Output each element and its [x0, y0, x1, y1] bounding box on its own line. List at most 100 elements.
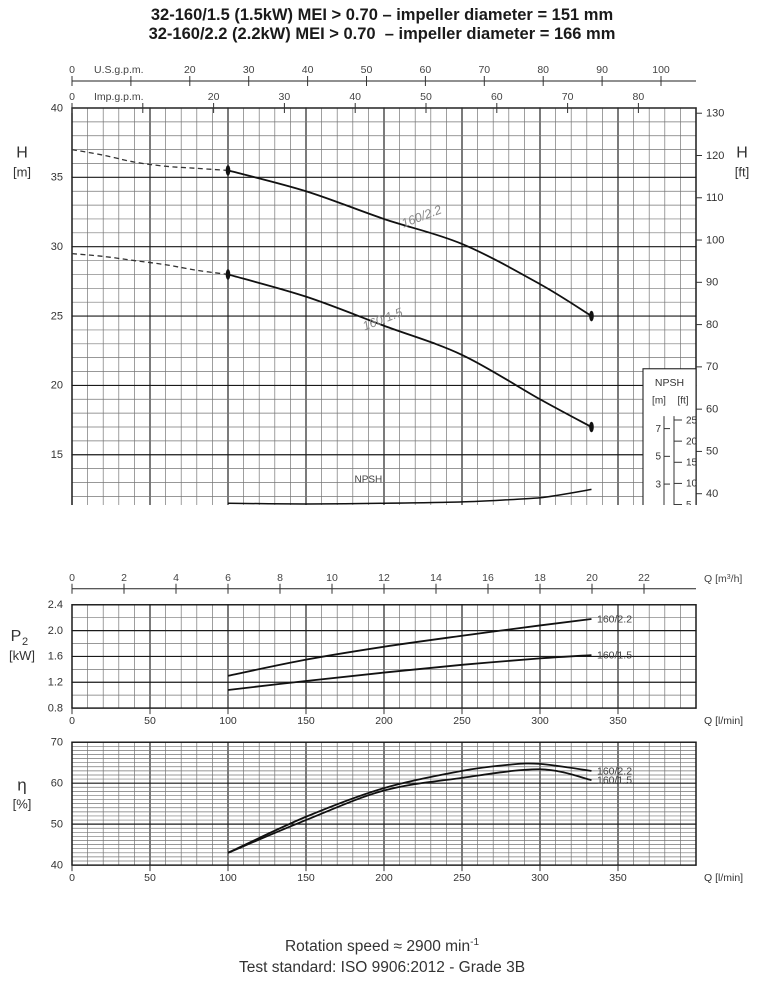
- svg-text:0: 0: [69, 715, 75, 727]
- svg-text:100: 100: [219, 715, 237, 727]
- svg-text:30: 30: [51, 241, 63, 253]
- svg-text:[%]: [%]: [13, 796, 32, 811]
- svg-text:30: 30: [243, 64, 255, 76]
- svg-text:0: 0: [69, 91, 75, 103]
- svg-text:100: 100: [652, 64, 670, 76]
- svg-text:40: 40: [51, 102, 63, 114]
- svg-text:30: 30: [279, 91, 291, 103]
- svg-text:60: 60: [51, 777, 63, 789]
- svg-text:150: 150: [297, 872, 315, 884]
- svg-text:[m]: [m]: [652, 395, 666, 406]
- svg-text:[m]: [m]: [13, 164, 31, 179]
- svg-text:10: 10: [686, 479, 698, 490]
- svg-text:η: η: [17, 775, 26, 794]
- svg-text:22: 22: [638, 572, 650, 584]
- svg-text:[kW]: [kW]: [9, 648, 35, 663]
- svg-text:50: 50: [51, 818, 63, 830]
- svg-text:20: 20: [686, 436, 698, 447]
- svg-text:350: 350: [609, 715, 627, 727]
- svg-text:50: 50: [144, 715, 156, 727]
- svg-text:3: 3: [655, 479, 661, 490]
- svg-text:40: 40: [706, 488, 718, 500]
- svg-text:110: 110: [706, 192, 724, 204]
- svg-text:U.S.g.p.m.: U.S.g.p.m.: [94, 64, 144, 76]
- svg-text:40: 40: [302, 64, 314, 76]
- svg-text:8: 8: [277, 572, 283, 584]
- svg-text:50: 50: [144, 872, 156, 884]
- svg-text:160/1.5: 160/1.5: [361, 305, 405, 333]
- svg-text:2.4: 2.4: [48, 599, 63, 611]
- svg-text:15: 15: [686, 458, 698, 469]
- svg-text:70: 70: [706, 361, 718, 373]
- svg-text:60: 60: [420, 64, 432, 76]
- svg-text:200: 200: [375, 715, 393, 727]
- svg-text:18: 18: [534, 572, 546, 584]
- svg-text:25: 25: [51, 310, 63, 322]
- svg-text:150: 150: [297, 715, 315, 727]
- svg-text:20: 20: [586, 572, 598, 584]
- svg-text:2.0: 2.0: [48, 625, 63, 637]
- svg-text:Q [l/min]: Q [l/min]: [704, 872, 743, 884]
- svg-text:300: 300: [531, 715, 549, 727]
- svg-text:25: 25: [686, 415, 698, 426]
- svg-text:4: 4: [173, 572, 179, 584]
- svg-text:90: 90: [706, 277, 718, 289]
- svg-text:300: 300: [531, 872, 549, 884]
- svg-text:100: 100: [219, 872, 237, 884]
- svg-text:80: 80: [537, 64, 549, 76]
- svg-text:20: 20: [51, 380, 63, 392]
- svg-text:0: 0: [69, 572, 75, 584]
- svg-text:0.8: 0.8: [48, 702, 63, 714]
- svg-text:70: 70: [51, 737, 63, 749]
- svg-text:Imp.g.p.m.: Imp.g.p.m.: [94, 91, 144, 103]
- svg-text:35: 35: [51, 172, 63, 184]
- svg-text:350: 350: [609, 872, 627, 884]
- svg-text:40: 40: [349, 91, 361, 103]
- svg-text:[ft]: [ft]: [677, 395, 688, 406]
- svg-text:120: 120: [706, 150, 724, 162]
- svg-text:[ft]: [ft]: [735, 164, 749, 179]
- svg-text:NPSH: NPSH: [655, 377, 684, 389]
- svg-text:P: P: [11, 628, 22, 645]
- svg-text:5: 5: [655, 452, 661, 463]
- svg-text:0: 0: [69, 64, 75, 76]
- svg-text:40: 40: [51, 859, 63, 871]
- svg-text:250: 250: [453, 715, 471, 727]
- svg-text:160/1.5: 160/1.5: [597, 650, 632, 662]
- svg-text:14: 14: [430, 572, 442, 584]
- svg-text:7: 7: [655, 424, 661, 435]
- svg-text:80: 80: [633, 91, 645, 103]
- svg-text:130: 130: [706, 108, 724, 120]
- svg-text:60: 60: [491, 91, 503, 103]
- svg-text:NPSH: NPSH: [355, 475, 383, 486]
- svg-text:90: 90: [596, 64, 608, 76]
- svg-text:20: 20: [184, 64, 196, 76]
- svg-text:0: 0: [69, 872, 75, 884]
- svg-text:Q [m3/h]: Q [m3/h]: [704, 573, 742, 585]
- svg-text:50: 50: [420, 91, 432, 103]
- svg-text:Q [l/min]: Q [l/min]: [704, 715, 743, 727]
- svg-text:70: 70: [478, 64, 490, 76]
- svg-text:160/1.5: 160/1.5: [597, 775, 632, 787]
- svg-text:6: 6: [225, 572, 231, 584]
- svg-text:12: 12: [378, 572, 390, 584]
- svg-text:H: H: [736, 144, 748, 161]
- svg-text:10: 10: [326, 572, 338, 584]
- svg-text:1.2: 1.2: [48, 677, 63, 689]
- svg-text:80: 80: [706, 319, 718, 331]
- svg-text:160/2.2: 160/2.2: [597, 614, 632, 626]
- svg-text:2: 2: [121, 572, 127, 584]
- svg-text:250: 250: [453, 872, 471, 884]
- svg-text:20: 20: [208, 91, 220, 103]
- svg-text:60: 60: [706, 403, 718, 415]
- svg-text:15: 15: [51, 449, 63, 461]
- svg-text:100: 100: [706, 234, 724, 246]
- svg-text:16: 16: [482, 572, 494, 584]
- svg-text:H: H: [16, 144, 28, 161]
- svg-text:50: 50: [361, 64, 373, 76]
- svg-text:160/2.2: 160/2.2: [400, 203, 444, 231]
- svg-text:2: 2: [22, 636, 28, 648]
- svg-text:200: 200: [375, 872, 393, 884]
- svg-text:5: 5: [686, 500, 692, 505]
- svg-text:50: 50: [706, 446, 718, 458]
